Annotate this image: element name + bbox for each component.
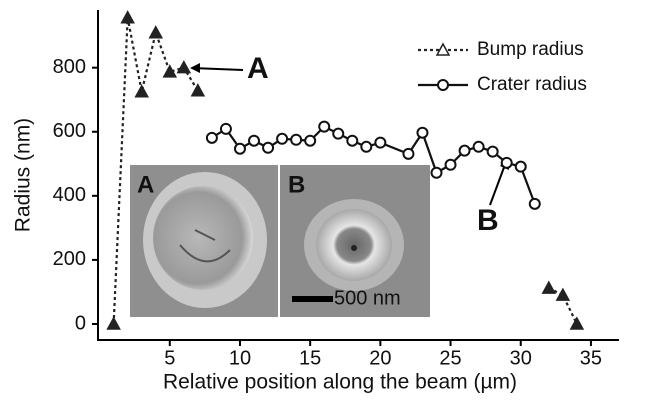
point	[488, 147, 498, 157]
point	[516, 162, 526, 172]
point	[122, 12, 134, 23]
point	[192, 85, 204, 96]
y-tick-label: 200	[53, 248, 86, 270]
y-tick-label: 800	[53, 56, 86, 78]
point	[319, 122, 329, 132]
y-axis-title: Radius (nm)	[12, 118, 35, 232]
y-tick-label: 600	[53, 120, 86, 142]
point	[460, 146, 470, 156]
point	[291, 135, 301, 145]
point	[263, 143, 273, 153]
annotation-arrow	[490, 162, 506, 205]
y-tick-label: 400	[53, 184, 86, 206]
point	[543, 282, 555, 293]
x-tick-label: 10	[229, 347, 251, 369]
point	[207, 133, 217, 143]
inset-label: B	[288, 171, 305, 198]
bump-core	[153, 186, 253, 290]
x-tick-label: 30	[510, 347, 532, 369]
point	[305, 136, 315, 146]
point	[249, 136, 259, 146]
x-tick-label: 25	[439, 347, 461, 369]
x-tick-label: 20	[369, 347, 391, 369]
point	[530, 199, 540, 209]
point	[557, 289, 569, 300]
x-tick-label: 35	[580, 347, 602, 369]
point	[108, 318, 120, 329]
point	[474, 142, 484, 152]
point	[361, 142, 371, 152]
point	[136, 86, 148, 97]
point	[432, 168, 442, 178]
point	[417, 128, 427, 138]
point	[277, 134, 287, 144]
x-tick-label: 15	[299, 347, 321, 369]
crater-hole	[351, 245, 357, 251]
legend-marker	[438, 80, 448, 90]
point	[446, 160, 456, 170]
point	[178, 62, 190, 73]
point	[150, 27, 162, 38]
point	[375, 138, 385, 148]
y-tick-label: 0	[75, 312, 86, 334]
point	[347, 136, 357, 146]
annotation-arrowhead	[190, 63, 200, 73]
point	[571, 318, 583, 329]
point	[333, 129, 343, 139]
point	[403, 149, 413, 159]
x-axis-title: Relative position along the beam (µm)	[163, 371, 517, 394]
point	[221, 124, 231, 134]
x-tick-label: 5	[164, 347, 175, 369]
inset-label: A	[137, 171, 154, 198]
annotation: B	[477, 204, 499, 237]
annotation: A	[247, 52, 269, 85]
legend-label: Crater radius	[477, 74, 587, 95]
legend-label: Bump radius	[477, 39, 584, 60]
point	[235, 144, 245, 154]
scale-bar-label: 500 nm	[334, 287, 401, 309]
chart: A B 500 nm A B Relative position along t…	[0, 0, 649, 407]
inset: A B 500 nm	[130, 165, 430, 317]
point	[502, 158, 512, 168]
